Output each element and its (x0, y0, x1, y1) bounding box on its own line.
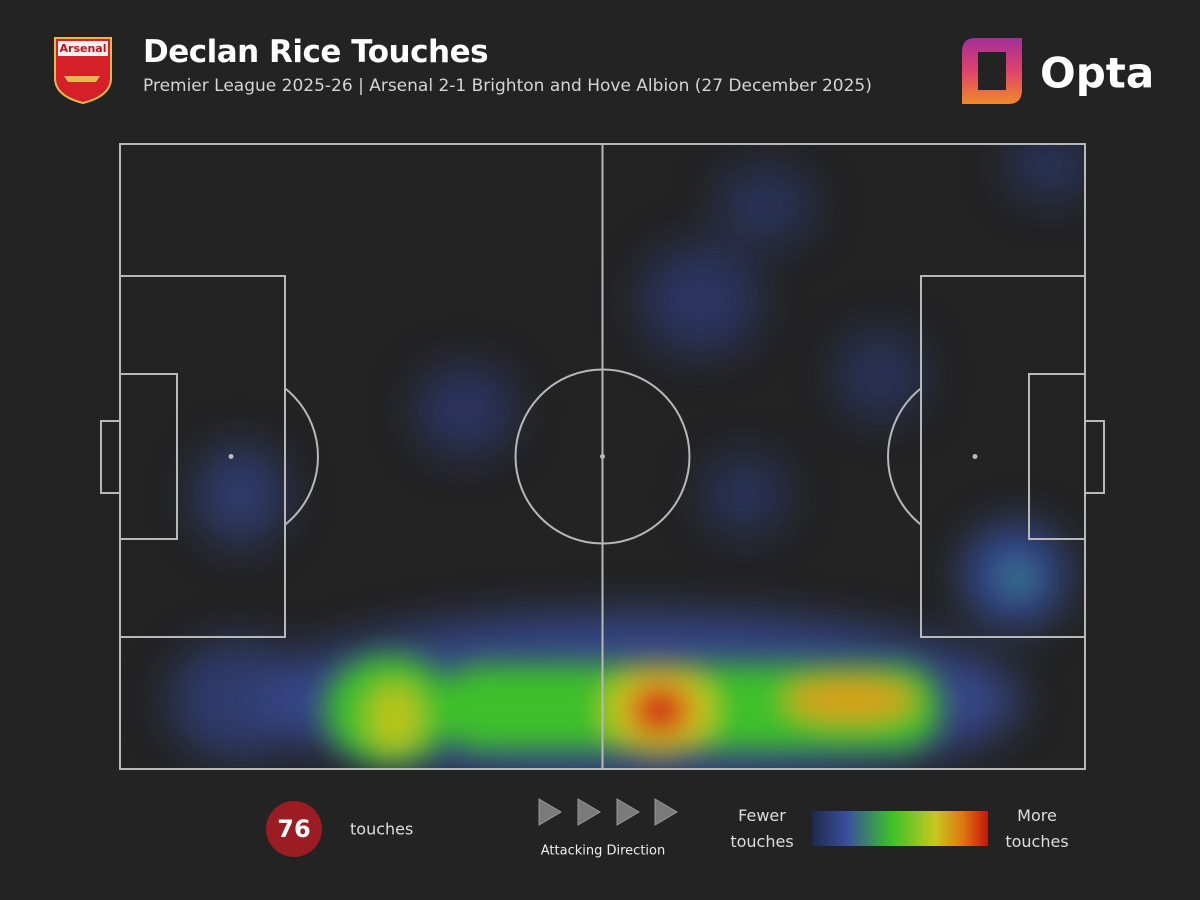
six-yard-box (119, 373, 178, 540)
subtitle: Premier League 2025-26 | Arsenal 2-1 Bri… (143, 76, 872, 96)
heat-high (325, 563, 1033, 765)
heat-blob (415, 365, 515, 455)
penalty-spot (972, 454, 978, 459)
penalty-arc (285, 387, 319, 526)
touch-count-badge (266, 801, 322, 857)
penalty-arc (887, 387, 921, 526)
heat-blob (785, 678, 915, 722)
direction-label: Attacking Direction (541, 844, 665, 859)
arrow (538, 798, 562, 826)
title: Declan Rice Touches (143, 34, 489, 70)
badge-cannon (64, 76, 100, 82)
arrow (654, 798, 678, 826)
legend-high: More touches (1005, 806, 1069, 851)
six-yard-box (1028, 373, 1086, 540)
pitch (100, 143, 1105, 770)
badge-band (58, 41, 108, 56)
goal (100, 420, 121, 494)
opta-icon (962, 38, 1022, 104)
touch-count: 76 (277, 815, 310, 843)
heat-blob (195, 445, 285, 545)
arrow (577, 798, 601, 826)
heat-blob (700, 455, 790, 535)
centre-circle (514, 368, 691, 545)
heat-blob (1003, 563, 1033, 593)
heatmap (170, 144, 1085, 769)
direction-arrows (538, 798, 678, 826)
heat-blob (367, 683, 423, 753)
heat-blob (715, 165, 815, 245)
heat-blob (1005, 144, 1085, 200)
badge-text: Arsenal (60, 42, 107, 55)
arrow (616, 798, 640, 826)
legend-scale (812, 811, 988, 846)
touch-label: touches (350, 820, 413, 839)
heat-blob (640, 245, 760, 355)
centre-spot (600, 454, 605, 459)
heat-blob (642, 696, 678, 728)
heat-blob (835, 330, 925, 420)
penalty-spot (228, 454, 234, 459)
heat-blob (170, 640, 310, 760)
brand-text: Opta (1040, 49, 1154, 98)
goal (1084, 420, 1105, 494)
legend-low: Fewer touches (730, 806, 794, 851)
